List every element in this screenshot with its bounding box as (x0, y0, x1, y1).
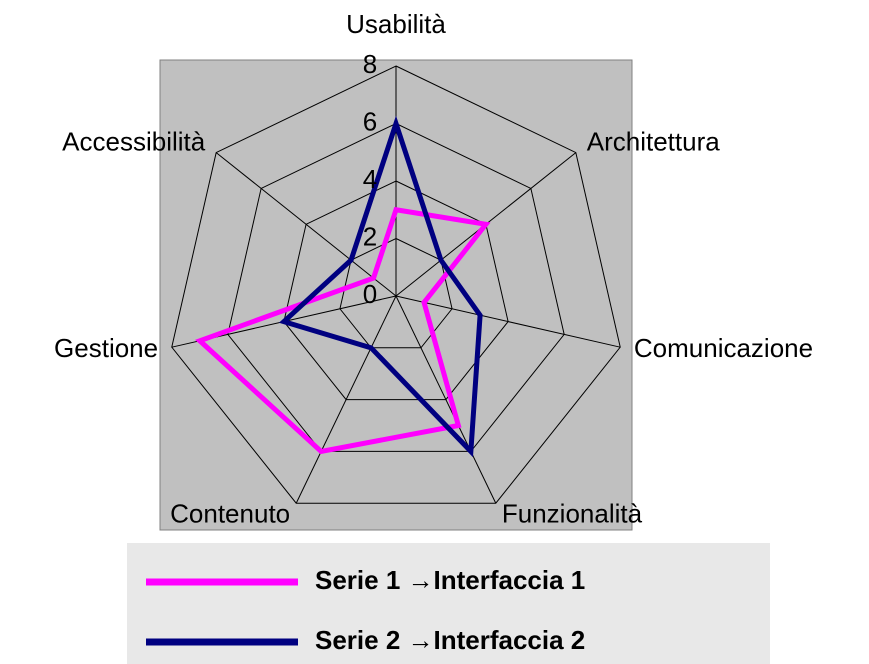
r-tick-label: 2 (363, 221, 377, 251)
r-tick-label: 6 (363, 106, 377, 136)
r-tick-label: 4 (363, 164, 377, 194)
series-line (195, 206, 491, 455)
category-label: Funzionalità (502, 499, 643, 529)
series-line (278, 115, 483, 458)
grid-ring (171, 65, 621, 504)
spoke (295, 295, 397, 504)
category-label: Comunicazione (634, 333, 813, 363)
category-label: Contenuto (170, 499, 290, 529)
grid-ring (283, 180, 509, 401)
r-tick-label: 0 (363, 279, 377, 309)
spoke (215, 152, 397, 297)
grid-ring (339, 237, 453, 349)
category-label: Accessibilità (62, 127, 206, 157)
spoke (395, 295, 621, 348)
grid-ring (227, 122, 565, 452)
category-label: Usabilità (346, 9, 446, 39)
r-tick-label: 8 (363, 49, 377, 79)
category-label: Gestione (54, 333, 158, 363)
legend-label: Serie 1 →Interfaccia 1 (315, 565, 585, 595)
category-label: Architettura (587, 127, 720, 157)
legend-label: Serie 2 →Interfaccia 2 (315, 625, 585, 655)
spoke (395, 295, 497, 504)
